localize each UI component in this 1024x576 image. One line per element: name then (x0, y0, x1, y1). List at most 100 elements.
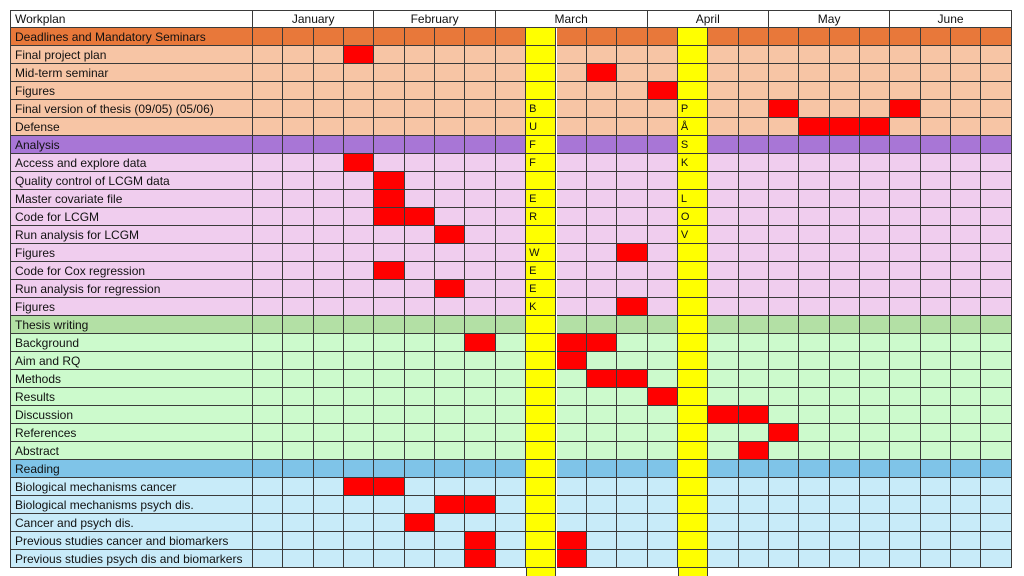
week-cell[interactable] (677, 334, 709, 352)
week-cell[interactable] (799, 154, 830, 172)
week-cell[interactable] (647, 208, 678, 226)
week-cell[interactable] (677, 46, 709, 64)
week-cell[interactable] (344, 82, 375, 100)
week-cell[interactable] (435, 388, 466, 406)
week-cell[interactable] (647, 118, 678, 136)
week-cell[interactable] (465, 262, 496, 280)
week-cell[interactable] (768, 244, 800, 262)
week-cell[interactable] (677, 100, 709, 118)
week-cell[interactable] (860, 424, 891, 442)
week-cell[interactable] (920, 298, 952, 316)
week-cell[interactable] (829, 208, 860, 226)
week-cell[interactable] (677, 514, 709, 532)
week-cell[interactable] (860, 64, 891, 82)
week-cell[interactable] (981, 82, 1012, 100)
week-cell[interactable] (738, 100, 769, 118)
week-cell[interactable] (708, 298, 739, 316)
week-cell[interactable] (647, 550, 678, 568)
week-cell[interactable] (829, 370, 860, 388)
week-cell[interactable] (920, 496, 952, 514)
week-cell[interactable] (920, 514, 952, 532)
week-cell[interactable] (617, 334, 648, 352)
week-cell[interactable] (586, 514, 618, 532)
week-cell[interactable] (495, 280, 527, 298)
week-cell[interactable] (951, 352, 982, 370)
week-cell[interactable] (860, 334, 891, 352)
week-cell[interactable] (586, 100, 618, 118)
week-cell[interactable] (920, 406, 952, 424)
week-cell[interactable] (526, 280, 557, 298)
task-bar-cell[interactable] (738, 406, 769, 424)
week-cell[interactable] (799, 442, 830, 460)
week-cell[interactable] (738, 298, 769, 316)
week-cell[interactable] (435, 262, 466, 280)
week-cell[interactable] (495, 46, 527, 64)
week-cell[interactable] (920, 190, 952, 208)
week-cell[interactable] (253, 298, 284, 316)
task-bar-cell[interactable] (586, 64, 618, 82)
week-cell[interactable] (435, 514, 466, 532)
week-cell[interactable] (465, 118, 496, 136)
week-cell[interactable] (708, 100, 739, 118)
week-cell[interactable] (495, 514, 527, 532)
week-cell[interactable] (374, 64, 405, 82)
week-cell[interactable] (435, 442, 466, 460)
week-cell[interactable] (253, 370, 284, 388)
week-cell[interactable] (708, 388, 739, 406)
week-cell[interactable] (981, 118, 1012, 136)
week-cell[interactable] (404, 550, 436, 568)
week-cell[interactable] (586, 154, 618, 172)
week-cell[interactable] (890, 334, 921, 352)
week-cell[interactable] (981, 388, 1012, 406)
task-bar-cell[interactable] (860, 118, 891, 136)
week-cell[interactable] (860, 100, 891, 118)
week-cell[interactable] (738, 226, 769, 244)
task-bar-cell[interactable] (556, 532, 587, 550)
task-bar-cell[interactable] (829, 118, 860, 136)
week-cell[interactable] (860, 46, 891, 64)
week-cell[interactable] (768, 370, 800, 388)
task-bar-cell[interactable] (556, 352, 587, 370)
week-cell[interactable] (313, 406, 345, 424)
week-cell[interactable] (586, 406, 618, 424)
week-cell[interactable] (617, 496, 648, 514)
week-cell[interactable] (617, 424, 648, 442)
week-cell[interactable] (920, 478, 952, 496)
week-cell[interactable] (313, 172, 345, 190)
week-cell[interactable] (556, 514, 587, 532)
week-cell[interactable] (981, 442, 1012, 460)
week-cell[interactable] (313, 64, 345, 82)
week-cell[interactable] (768, 118, 800, 136)
week-cell[interactable] (404, 226, 436, 244)
week-cell[interactable] (677, 442, 709, 460)
week-cell[interactable] (556, 280, 587, 298)
week-cell[interactable] (526, 496, 557, 514)
week-cell[interactable] (404, 352, 436, 370)
week-cell[interactable] (374, 514, 405, 532)
week-cell[interactable] (586, 172, 618, 190)
week-cell[interactable] (435, 208, 466, 226)
week-cell[interactable] (799, 280, 830, 298)
week-cell[interactable] (738, 514, 769, 532)
week-cell[interactable] (829, 262, 860, 280)
week-cell[interactable] (647, 244, 678, 262)
week-cell[interactable] (435, 64, 466, 82)
week-cell[interactable] (556, 100, 587, 118)
week-cell[interactable] (435, 424, 466, 442)
week-cell[interactable] (708, 334, 739, 352)
week-cell[interactable] (951, 370, 982, 388)
week-cell[interactable] (374, 280, 405, 298)
week-cell[interactable] (768, 478, 800, 496)
week-cell[interactable] (890, 154, 921, 172)
week-cell[interactable] (617, 514, 648, 532)
week-cell[interactable] (799, 406, 830, 424)
week-cell[interactable] (313, 298, 345, 316)
week-cell[interactable] (829, 478, 860, 496)
week-cell[interactable] (526, 64, 557, 82)
week-cell[interactable] (586, 496, 618, 514)
week-cell[interactable] (283, 154, 314, 172)
week-cell[interactable] (404, 424, 436, 442)
week-cell[interactable] (920, 280, 952, 298)
week-cell[interactable] (344, 406, 375, 424)
week-cell[interactable] (495, 406, 527, 424)
